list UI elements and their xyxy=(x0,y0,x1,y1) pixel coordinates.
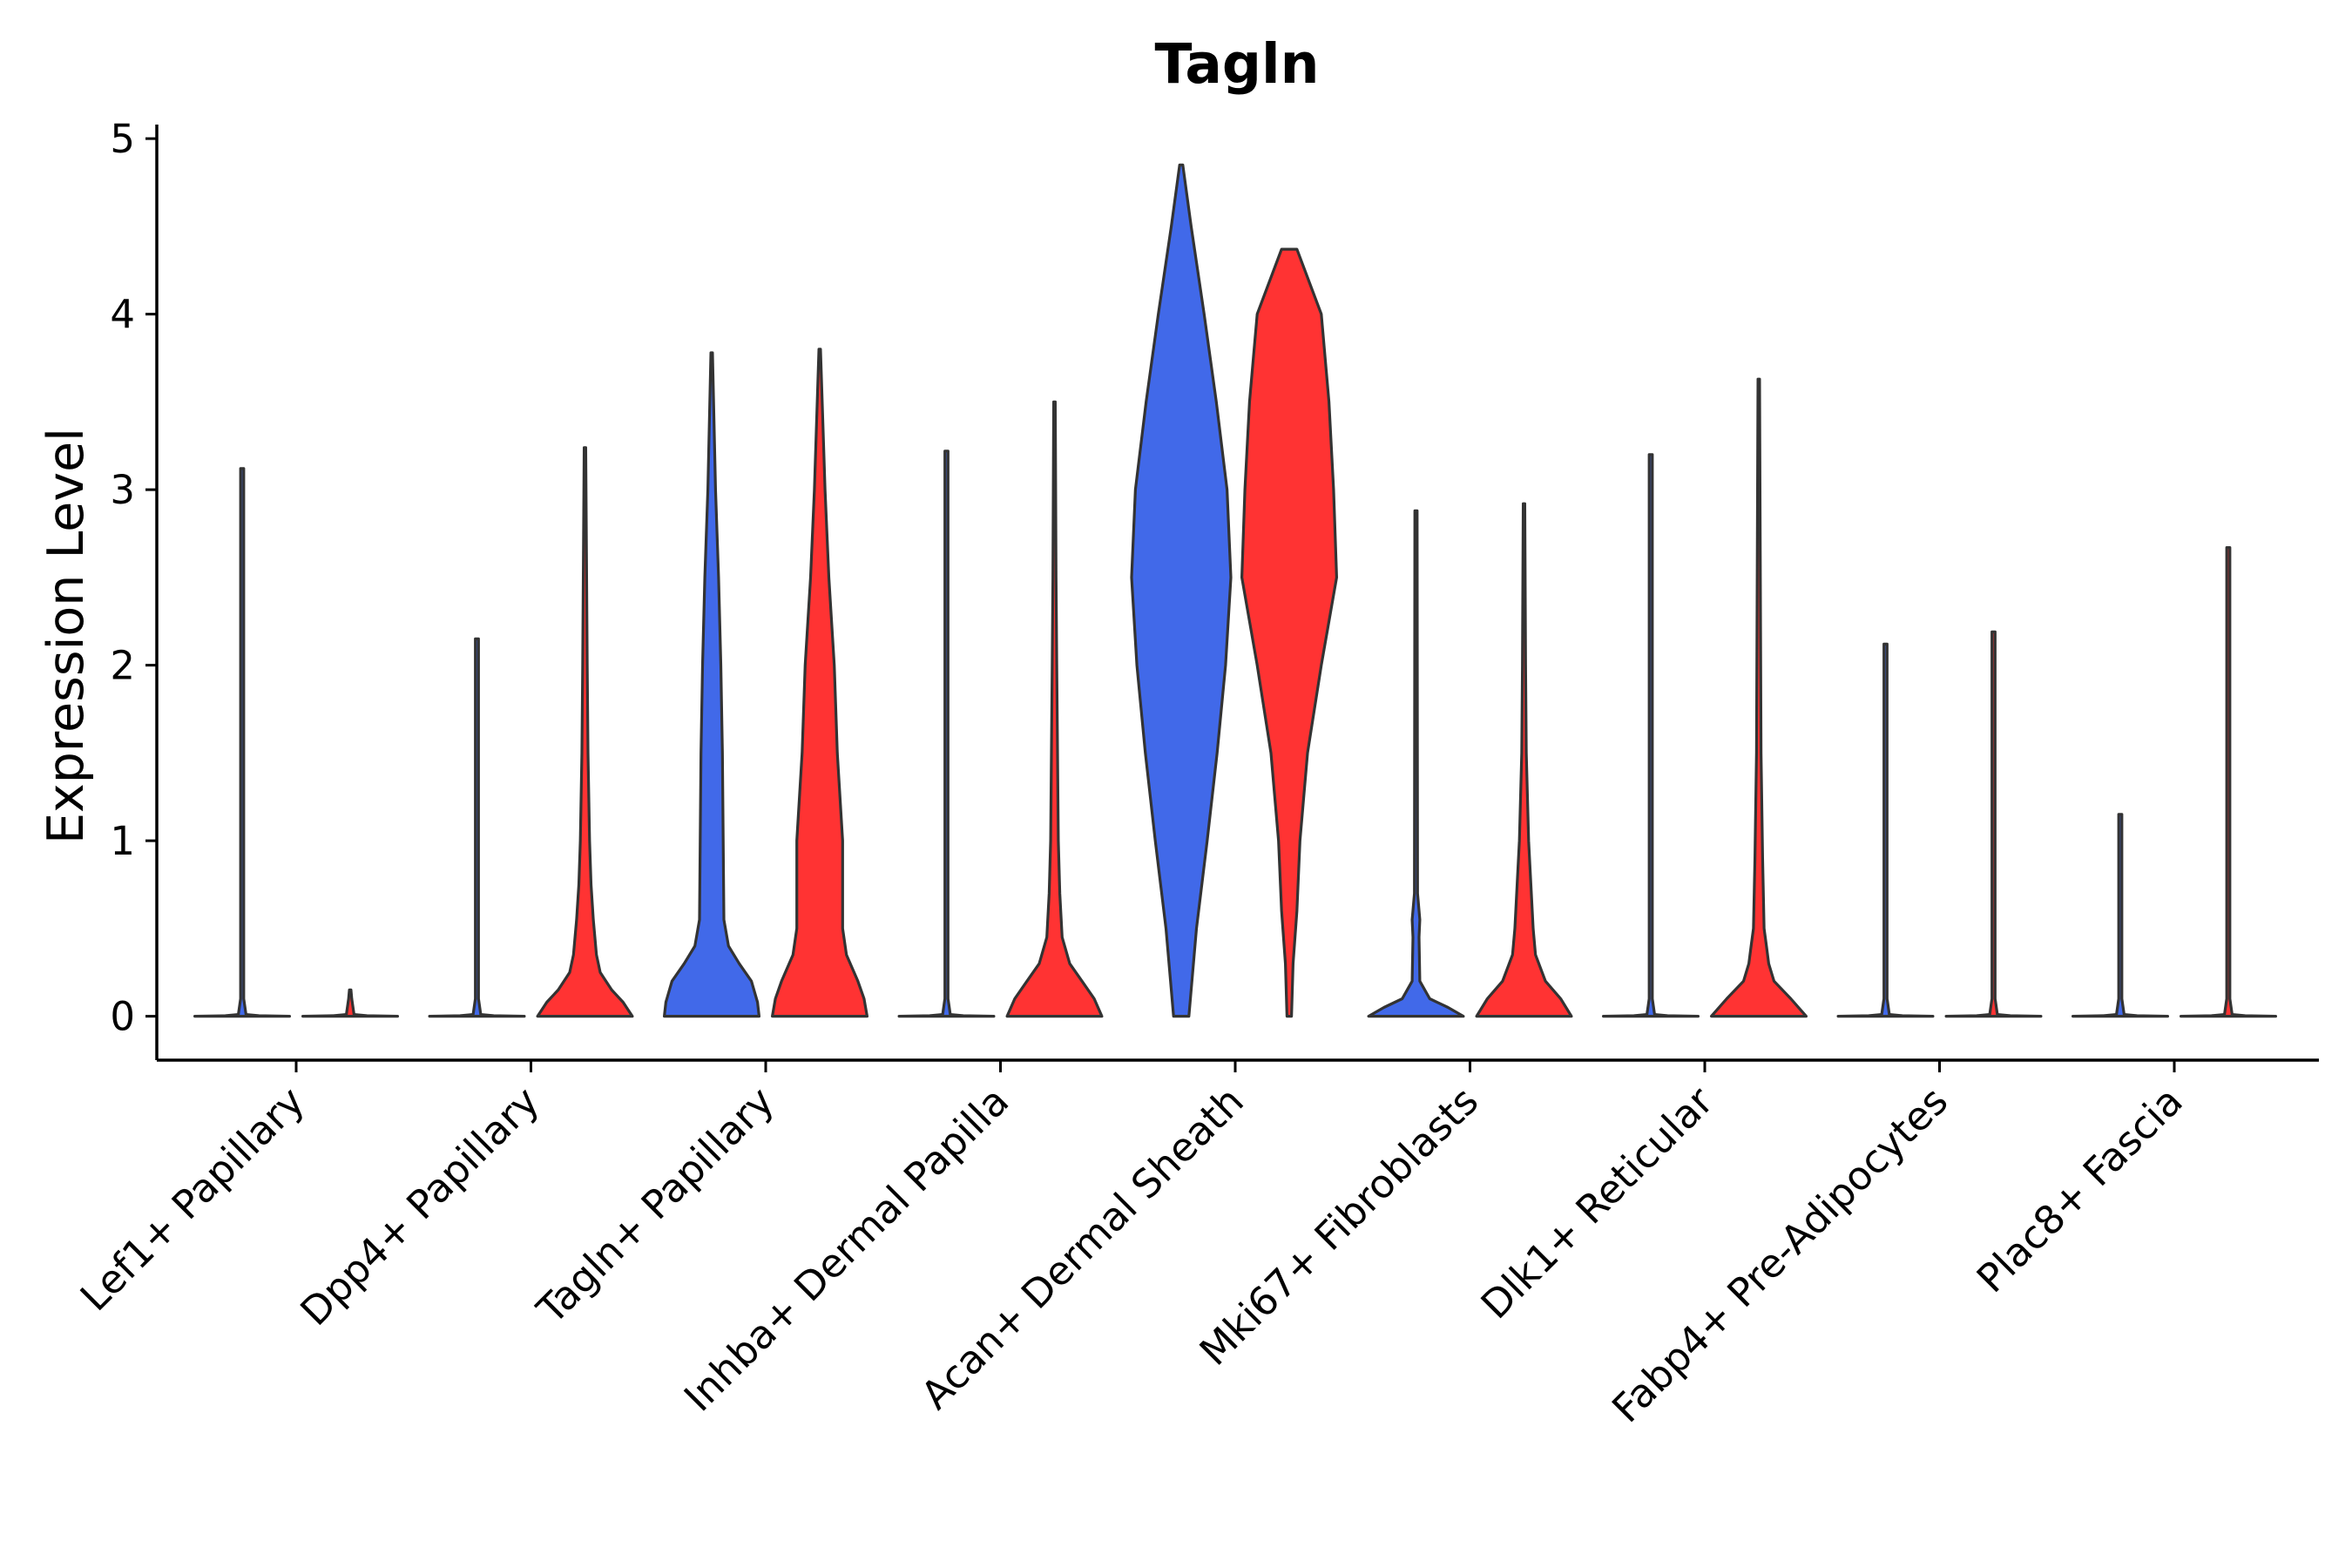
y-tick-label: 4 xyxy=(110,292,135,338)
violin-group1-3 xyxy=(897,449,996,1018)
y-tick-label: 2 xyxy=(110,643,135,689)
violin-group1-7 xyxy=(1836,642,1935,1018)
violin-group2-4 xyxy=(1240,247,1338,1018)
violin-group2-1 xyxy=(536,446,634,1018)
y-axis-label: Expression Level xyxy=(37,428,95,844)
violin-group1-2 xyxy=(663,351,760,1018)
violin-group1-6 xyxy=(1602,453,1700,1018)
x-category-label: Tagln+ Papillary xyxy=(528,1078,783,1333)
x-category-label: Dpp4+ Papillary xyxy=(291,1078,548,1335)
violin-group2-2 xyxy=(771,348,868,1018)
y-ticks: 0 1 2 3 4 5 xyxy=(110,116,157,1040)
violin-group2-7 xyxy=(1944,630,2043,1018)
y-tick-label: 1 xyxy=(110,818,135,864)
violin-group1-0 xyxy=(193,467,291,1018)
chart-title: Tagln xyxy=(1155,32,1320,96)
x-category-label: Dlk1+ Reticular xyxy=(1472,1078,1722,1328)
violin-group2-5 xyxy=(1475,502,1573,1018)
violin-group2-0 xyxy=(301,988,399,1018)
violin-group2-8 xyxy=(2180,546,2277,1018)
violin-group2-6 xyxy=(1710,377,1808,1018)
violin-group2-3 xyxy=(1005,400,1104,1018)
violin-group1-1 xyxy=(428,637,526,1018)
y-tick-label: 0 xyxy=(110,994,135,1040)
axes xyxy=(155,125,2319,1062)
y-tick-label: 5 xyxy=(110,116,135,162)
violin-group1-8 xyxy=(2072,813,2169,1018)
y-tick-label: 3 xyxy=(110,467,135,513)
x-category-label: Lef1+ Papillary xyxy=(71,1078,314,1320)
violin-plot-area xyxy=(193,163,2277,1018)
violin-group1-4 xyxy=(1130,163,1233,1018)
x-category-label: Plac8+ Fascia xyxy=(1968,1078,2192,1301)
violin-group1-5 xyxy=(1367,509,1465,1018)
